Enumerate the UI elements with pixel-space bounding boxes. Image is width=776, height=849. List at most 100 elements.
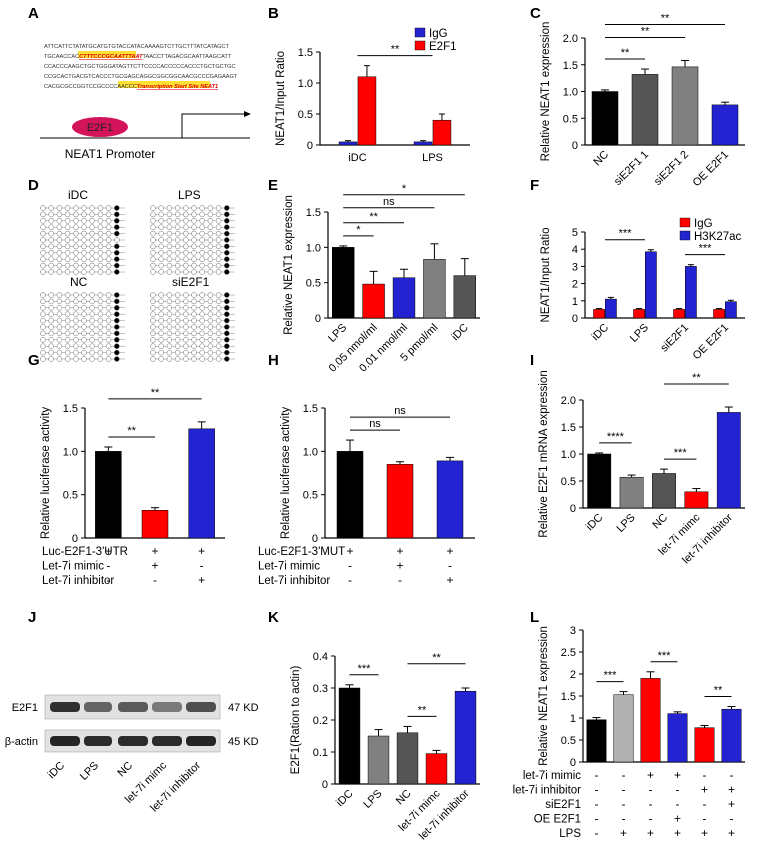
cpg-site (150, 298, 156, 305)
cpg-site (105, 337, 112, 343)
condition-mark: - (106, 559, 110, 573)
chart-I: 0 0.5 1.0 1.5 2.0 Relative E2F1 mRNA expressi… (538, 370, 745, 566)
cpg-site (207, 292, 214, 298)
cpg-site (89, 356, 95, 362)
significance-label: *** (699, 243, 713, 255)
significance-label: ** (621, 47, 630, 59)
bar (586, 719, 607, 763)
cpg-site (158, 237, 164, 243)
condition-mark: + (198, 544, 205, 558)
cpg-site (191, 305, 197, 311)
cpg-site (224, 317, 230, 324)
bar (362, 283, 385, 319)
cpg-site (81, 205, 87, 211)
cpg-site (81, 230, 87, 237)
cpg-site (64, 343, 71, 349)
y-tick-label: 0 (315, 313, 321, 325)
cpg-site (64, 218, 71, 224)
y-tick-label: 1.0 (298, 78, 313, 90)
significance-label: ** (418, 704, 427, 716)
cpg-site (56, 324, 63, 330)
y-tick-label: 0 (72, 533, 78, 545)
cpg-site (191, 349, 197, 356)
cpg-site (199, 224, 205, 230)
cpg-site (73, 262, 79, 269)
cpg-site (174, 237, 181, 243)
chart-C: 0 0.5 1.0 1.5 2.0 Relative NEAT1 expression NC… (540, 12, 745, 189)
cpg-site (174, 349, 181, 356)
cpg-site (114, 218, 120, 224)
cpg-site (105, 356, 112, 362)
cpg-site (40, 311, 46, 317)
cpg-site (215, 237, 222, 243)
x-tick-label: OE E2F1 (691, 149, 731, 189)
cpg-site (40, 256, 46, 262)
cpg-site (191, 256, 197, 262)
cpg-site (81, 337, 87, 343)
cpg-site (158, 305, 164, 311)
y-tick-label: 0.5 (561, 476, 576, 488)
condition-row-label: siE2F1 (545, 799, 581, 811)
significance-label: * (356, 224, 361, 236)
cpg-site (73, 298, 79, 305)
condition-mark: - (703, 812, 707, 826)
cpg-site (150, 218, 156, 224)
bar (716, 412, 741, 509)
cpg-site (48, 224, 54, 230)
blot-band (152, 736, 182, 746)
bar (453, 275, 476, 319)
cpg-site (64, 330, 71, 337)
significance-label: *** (619, 228, 633, 240)
cpg-site (199, 237, 205, 243)
cpg-site (73, 211, 79, 218)
cpg-site (48, 349, 54, 356)
cpg-site (215, 330, 222, 337)
x-tick-label: siE2F1 (658, 322, 691, 355)
e2f1-tf-label: E2F1 (87, 122, 113, 134)
cpg-site (207, 230, 214, 237)
cpg-site (56, 237, 63, 243)
cpg-site (64, 250, 71, 256)
chart-L: 0 0.5 1 1.5 2 2.5 3 Relative NEAT1 expression **… (513, 625, 745, 840)
cpg-site (215, 269, 222, 275)
cpg-site (150, 317, 156, 324)
cpg-site (199, 317, 205, 324)
x-tick-label: NC (591, 149, 611, 169)
cpg-site (158, 230, 164, 237)
cpg-site (56, 298, 63, 305)
significance-label: *** (658, 650, 672, 662)
cpg-site (64, 356, 71, 362)
cpg-site (105, 205, 112, 211)
cpg-site (166, 224, 173, 230)
cpg-site (89, 349, 95, 356)
cpg-site (150, 224, 156, 230)
cpg-site (97, 317, 104, 324)
cpg-site (48, 218, 54, 224)
cpg-site (158, 317, 164, 324)
cpg-site (73, 324, 79, 330)
cpg-site (199, 256, 205, 262)
bar (454, 690, 477, 785)
cpg-site (48, 262, 54, 269)
y-tick-label: 1 (570, 713, 576, 725)
cpg-site (56, 205, 63, 211)
bar-IgG (633, 309, 645, 319)
cpg-site (191, 324, 197, 330)
cpg-site (64, 298, 71, 305)
y-tick-label: 0.5 (303, 490, 318, 502)
condition-mark: - (348, 573, 352, 587)
cpg-site (183, 262, 189, 269)
cpg-site (114, 337, 120, 343)
cpg-site (89, 237, 95, 243)
cpg-site (105, 262, 112, 269)
cpg-site (56, 256, 63, 262)
condition-mark: + (647, 826, 654, 840)
x-tick-label: LPS (422, 152, 443, 164)
bar (436, 460, 464, 539)
y-tick-label: 0 (572, 140, 578, 152)
condition-row-label: Luc-E2F1-3'MUT (258, 546, 345, 558)
y-tick-label: 1.0 (561, 449, 576, 461)
cpg-site (158, 343, 164, 349)
cpg-site (166, 262, 173, 269)
cpg-site (199, 305, 205, 311)
